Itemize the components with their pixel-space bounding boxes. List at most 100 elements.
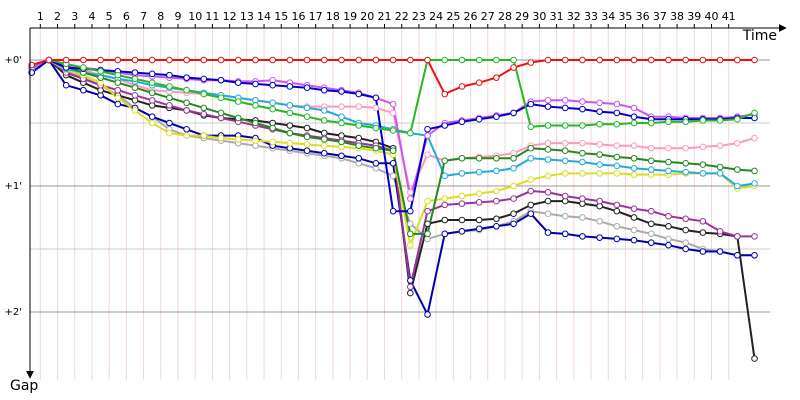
- x-tick-label: 40: [704, 10, 718, 23]
- data-point: [286, 102, 294, 109]
- data-point: [441, 201, 449, 209]
- data-point: [665, 235, 672, 243]
- data-point: [493, 215, 500, 223]
- data-point: [493, 187, 500, 195]
- data-point: [630, 171, 638, 178]
- data-point: [303, 104, 311, 112]
- data-point: [579, 170, 586, 177]
- x-tick-label: 7: [140, 10, 147, 23]
- data-point: [114, 79, 122, 86]
- data-point: [527, 144, 535, 152]
- data-point: [716, 117, 724, 124]
- data-point: [510, 165, 517, 172]
- data-point: [424, 151, 431, 158]
- data-point: [751, 180, 758, 187]
- data-point: [148, 56, 156, 64]
- data-point: [183, 56, 190, 64]
- data-point: [424, 230, 431, 238]
- x-tick-label: 37: [653, 10, 667, 23]
- data-point: [527, 154, 535, 162]
- data-point: [320, 56, 328, 64]
- x-tick-label: 19: [343, 10, 357, 23]
- data-point: [699, 161, 707, 168]
- data-point: [475, 115, 483, 123]
- data-point: [596, 141, 603, 148]
- data-point: [561, 192, 569, 200]
- data-point: [355, 142, 362, 149]
- x-tick-label: 15: [274, 10, 288, 23]
- data-point: [338, 103, 345, 110]
- data-point: [716, 56, 724, 64]
- data-point: [407, 277, 414, 284]
- data-point: [97, 74, 104, 81]
- data-point: [751, 109, 758, 117]
- data-point: [166, 94, 173, 102]
- data-point: [338, 119, 345, 127]
- data-point: [734, 56, 741, 64]
- data-point: [389, 109, 397, 117]
- data-point: [647, 144, 655, 152]
- data-point: [579, 98, 586, 105]
- data-point: [630, 56, 638, 64]
- data-point: [389, 56, 397, 64]
- data-point: [699, 229, 707, 236]
- data-point: [407, 129, 414, 137]
- data-point: [493, 167, 500, 175]
- data-point: [613, 142, 621, 149]
- data-point: [647, 207, 655, 215]
- data-point: [355, 103, 362, 110]
- data-point: [320, 136, 328, 143]
- data-point: [613, 162, 621, 170]
- data-point: [183, 107, 190, 114]
- data-point: [338, 152, 345, 160]
- data-point: [475, 225, 483, 233]
- x-tick-label: 18: [326, 10, 340, 23]
- data-point: [148, 113, 156, 120]
- data-point: [647, 230, 655, 238]
- data-point: [320, 142, 328, 149]
- x-tick-label: 26: [464, 10, 478, 23]
- data-point: [148, 89, 156, 97]
- data-point: [441, 195, 449, 202]
- series-line: [31, 58, 755, 318]
- data-point: [458, 228, 466, 235]
- data-point: [527, 100, 535, 108]
- data-point: [183, 99, 190, 107]
- data-point: [716, 228, 724, 235]
- data-point: [458, 216, 466, 224]
- data-point: [734, 251, 741, 259]
- data-point: [630, 154, 638, 162]
- x-axis-title: Time: [742, 28, 777, 44]
- data-point: [286, 129, 294, 137]
- data-point: [751, 251, 758, 259]
- data-point: [665, 222, 672, 230]
- data-point: [269, 56, 276, 64]
- data-point: [441, 230, 449, 238]
- data-point: [441, 56, 449, 64]
- data-point: [286, 109, 294, 117]
- data-point: [510, 220, 517, 228]
- data-point: [269, 99, 276, 107]
- data-point: [510, 56, 517, 64]
- data-point: [252, 80, 259, 88]
- data-point: [734, 139, 741, 147]
- data-point: [303, 56, 311, 64]
- data-point: [510, 210, 517, 218]
- data-point: [596, 56, 603, 64]
- y-tick-label: +2': [5, 307, 23, 318]
- data-point: [286, 56, 294, 64]
- x-tick-label: 21: [378, 10, 392, 23]
- data-point: [527, 59, 535, 66]
- data-point: [544, 188, 552, 196]
- data-point: [131, 107, 139, 114]
- data-point: [699, 248, 707, 255]
- x-tick-label: 11: [205, 10, 219, 23]
- data-point: [303, 133, 311, 141]
- data-point: [665, 167, 672, 175]
- data-point: [613, 170, 621, 177]
- data-point: [424, 56, 431, 64]
- data-point: [682, 239, 689, 246]
- data-point: [751, 233, 758, 240]
- data-point: [389, 207, 397, 215]
- data-point: [630, 226, 638, 234]
